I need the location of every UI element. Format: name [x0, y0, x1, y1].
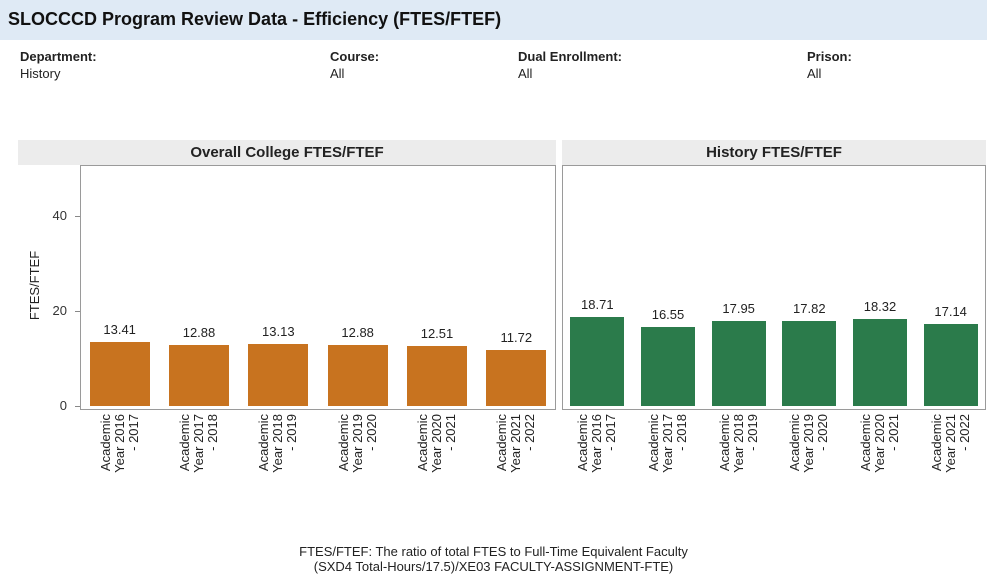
bar: [641, 327, 695, 406]
value-label: 17.14: [934, 304, 967, 320]
value-label: 11.72: [500, 330, 533, 346]
filter-label: Department:: [20, 49, 97, 64]
filter-value: All: [330, 66, 345, 81]
y-tick-label: 0: [59, 398, 67, 413]
x-tick-label: Academic Year 2018 - 2019: [256, 414, 300, 473]
bar: [923, 324, 978, 406]
y-tick-mark: [75, 215, 80, 217]
filter-value: History: [20, 66, 61, 81]
x-tick-label: Academic Year 2017 - 2018: [646, 414, 689, 473]
bar: [486, 350, 547, 406]
value-label: 16.55: [651, 307, 685, 323]
y-tick-label: 40: [52, 207, 67, 223]
bar: [89, 342, 150, 406]
filter-value: All: [518, 66, 533, 81]
panel-frame: [80, 165, 556, 410]
value-label: 13.13: [262, 323, 295, 339]
x-tick-label: Academic Year 2016 - 2017: [575, 414, 619, 473]
x-tick-label: Academic Year 2021 - 2022: [494, 414, 538, 473]
filter-value: All: [807, 66, 822, 81]
y-tick-mark: [75, 406, 80, 407]
y-axis-label: FTES/FTEF: [27, 250, 43, 321]
x-tick-label: Academic Year 2020 - 2021: [415, 414, 458, 473]
x-tick-label: Academic Year 2020 - 2021: [858, 414, 901, 473]
title-bar: [0, 0, 987, 40]
x-tick-label: Academic Year 2016 - 2017: [97, 414, 141, 473]
value-label: 17.95: [722, 300, 755, 316]
filter-label: Course:: [330, 49, 380, 64]
footnote: FTES/FTEF: The ratio of total FTES to Fu…: [299, 544, 688, 559]
page-title: SLOCCCD Program Review Data - Efficiency…: [8, 9, 502, 29]
panel-header: Overall College FTES/FTEF: [18, 140, 556, 165]
value-label: 12.88: [182, 324, 216, 340]
value-label: 17.82: [793, 301, 826, 317]
filter-label: Prison:: [807, 49, 852, 64]
bar: [711, 320, 766, 406]
x-tick-label: Academic Year 2019 - 2020: [335, 414, 379, 473]
value-label: 13.41: [103, 322, 136, 338]
x-tick-label: Academic Year 2018 - 2019: [716, 414, 760, 473]
x-tick-label: Academic Year 2019 - 2020: [787, 414, 831, 473]
bar: [327, 344, 388, 406]
filter-label: Dual Enrollment:: [518, 49, 623, 64]
panel-header: History FTES/FTEF: [562, 140, 986, 165]
bar: [406, 346, 468, 406]
bar: [853, 318, 907, 406]
value-label: 12.51: [420, 326, 454, 342]
footnote: (SXD4 Total-Hours/17.5)/XE03 FACULTY-ASS…: [313, 559, 674, 574]
value-label: 18.32: [863, 298, 897, 314]
x-tick-label: Academic Year 2017 - 2018: [177, 414, 220, 473]
bar: [782, 321, 837, 406]
x-tick-label: Academic Year 2021 - 2022: [928, 414, 972, 473]
bar: [168, 344, 230, 406]
bar: [570, 316, 625, 406]
bar: [248, 343, 309, 406]
value-label: 12.88: [341, 324, 374, 340]
value-label: 18.71: [581, 296, 614, 312]
y-tick-label: 20: [52, 302, 67, 318]
y-tick-mark: [75, 310, 80, 312]
panel-frame: [562, 165, 986, 410]
